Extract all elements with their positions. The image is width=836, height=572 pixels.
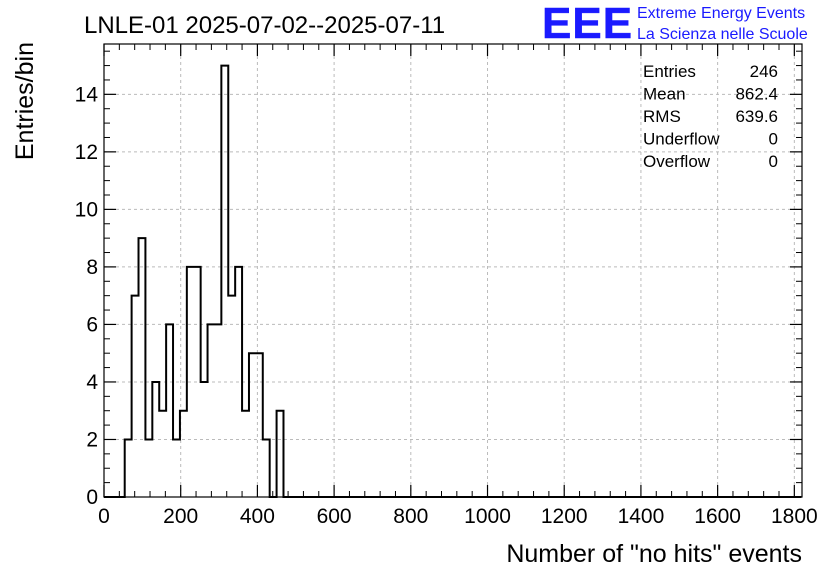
chart-title: LNLE-01 2025-07-02--2025-07-11 xyxy=(84,12,445,39)
y-tick-label: 10 xyxy=(75,198,98,221)
stats-value: 246 xyxy=(750,62,778,81)
y-tick-label: 4 xyxy=(86,371,98,394)
x-tick-label: 1000 xyxy=(464,505,511,528)
histogram-bin xyxy=(214,324,221,497)
x-tick-label: 0 xyxy=(98,505,110,528)
histogram-bin xyxy=(221,66,228,497)
stats-value: 639.6 xyxy=(735,107,778,126)
x-axis-title: Number of "no hits" events xyxy=(506,540,802,568)
stats-label: RMS xyxy=(643,107,681,126)
histogram-bin xyxy=(166,324,173,497)
histogram-bin xyxy=(132,296,139,497)
stats-box: Entries 246 Mean 862.4 RMS 639.6 Underflow 0 Ove… xyxy=(643,62,778,171)
histogram-bin xyxy=(145,439,152,497)
y-tick-label: 12 xyxy=(75,141,98,164)
histogram-bin xyxy=(228,296,235,497)
histogram-bin xyxy=(125,439,132,497)
histogram-bin xyxy=(208,324,215,497)
x-tick-label: 1800 xyxy=(771,505,818,528)
histogram-bin xyxy=(159,411,166,497)
histogram-bin xyxy=(173,439,180,497)
stats-value: 0 xyxy=(769,130,778,149)
y-axis-title: Entries/bin xyxy=(11,42,39,160)
x-tick-label: 600 xyxy=(317,505,352,528)
histogram-bin xyxy=(277,411,284,497)
stats-label: Underflow xyxy=(643,130,720,149)
stats-value: 0 xyxy=(769,152,778,171)
y-tick-label: 14 xyxy=(75,83,99,106)
eee-logo-mark: EEE xyxy=(542,0,633,48)
stats-label: Entries xyxy=(643,62,696,81)
histogram-bin xyxy=(249,353,256,497)
stats-value: 862.4 xyxy=(735,85,778,104)
y-tick-label: 8 xyxy=(86,256,98,279)
x-tick-label: 1200 xyxy=(541,505,588,528)
x-tick-label: 1400 xyxy=(618,505,665,528)
y-tick-label: 2 xyxy=(86,428,98,451)
x-tick-label: 400 xyxy=(240,505,275,528)
stats-label: Overflow xyxy=(643,152,711,171)
stats-label: Mean xyxy=(643,85,686,104)
y-tick-label: 0 xyxy=(86,486,98,509)
histogram-bin xyxy=(263,439,270,497)
eee-logo-line2: La Scienza nelle Scuole xyxy=(637,26,808,43)
eee-logo-line1: Extreme Energy Events xyxy=(637,5,805,22)
x-tick-label: 200 xyxy=(163,505,198,528)
eee-logo: EEE Extreme Energy Events La Scienza nel… xyxy=(542,0,808,48)
x-tick-label: 800 xyxy=(393,505,428,528)
plot-frame xyxy=(103,43,803,498)
axis-ticks xyxy=(103,44,802,498)
histogram-bins xyxy=(125,66,284,497)
x-tick-label: 1600 xyxy=(694,505,741,528)
histogram-bin xyxy=(242,411,249,497)
tick-labels: 0 200 400 600 800 1000 1200 1400 1600 18000246810… xyxy=(75,83,818,528)
grid-lines xyxy=(103,44,802,498)
histogram-bin xyxy=(139,238,146,497)
y-tick-label: 6 xyxy=(86,313,98,336)
